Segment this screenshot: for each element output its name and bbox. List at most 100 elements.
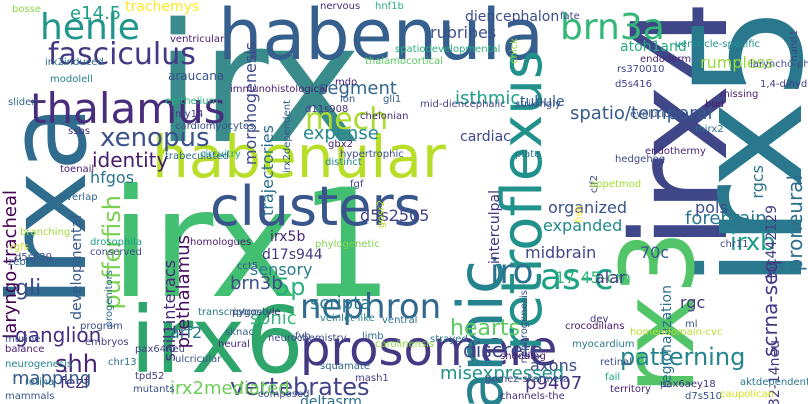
- word-cloud-word: gbx2: [328, 139, 353, 150]
- word-cloud-word: chr11: [720, 239, 749, 250]
- word-cloud-word: appetmod: [590, 179, 642, 190]
- word-cloud-word: xenopus: [100, 123, 210, 153]
- word-cloud-word: conserved: [90, 247, 142, 258]
- word-cloud-word: irx: [155, 0, 362, 180]
- word-cloud-word: arf2: [170, 323, 203, 342]
- word-cloud-word: distinct: [325, 157, 362, 168]
- word-cloud-word: cct5: [237, 261, 259, 272]
- word-cloud-word: d7s510: [685, 391, 723, 402]
- word-cloud-word: crocodilians: [565, 321, 625, 332]
- word-cloud-word: strikingly: [515, 99, 561, 110]
- word-cloud-word: rs370010: [617, 64, 665, 75]
- word-cloud-word: axons: [530, 356, 578, 375]
- word-cloud-word: midbrain: [525, 243, 597, 262]
- word-cloud-word: rgfs: [10, 242, 30, 253]
- word-cloud-word: trachemys: [125, 0, 200, 15]
- word-cloud-word: hypertrophic: [340, 149, 404, 160]
- word-cloud-word: neurogenesis: [5, 359, 73, 370]
- word-cloud-word: gomez-skarmeta: [485, 374, 570, 385]
- word-cloud-word: chelonian: [360, 111, 409, 122]
- word-cloud-word: zebrafish: [8, 257, 54, 268]
- word-cloud-word: as-c: [540, 257, 614, 298]
- word-cloud-word: mutants: [133, 384, 175, 395]
- word-cloud-word: phylogenetic: [315, 239, 380, 250]
- word-cloud-word: expense: [303, 123, 379, 144]
- word-cloud-word: aktdependent: [740, 377, 808, 388]
- word-cloud-word: d11s908: [305, 104, 349, 115]
- word-cloud-word: overlap: [60, 192, 98, 203]
- word-cloud-word: caupolican: [720, 389, 774, 400]
- word-cloud-word: mash1: [355, 373, 389, 384]
- word-cloud-word: murine: [5, 334, 41, 345]
- word-cloud-word: trajectories: [258, 125, 277, 217]
- word-cloud-word: d5s2505: [360, 206, 430, 225]
- word-cloud-word: hnf1b: [375, 1, 404, 12]
- word-cloud-word: misexpressed: [440, 363, 565, 384]
- word-cloud-word: loc442129: [764, 205, 780, 279]
- word-cloud-word: laryncho-pharyncheal: [750, 59, 808, 70]
- word-cloud-word: myocardium: [572, 339, 635, 350]
- word-cloud-word: chr13: [108, 357, 137, 368]
- word-cloud-word: d5s630: [15, 252, 53, 263]
- word-cloud-word: neurochemistry: [268, 333, 347, 344]
- word-cloud-word: trabeculated: [165, 151, 229, 162]
- word-cloud-word: pols: [695, 198, 728, 217]
- word-cloud-word: shh: [55, 350, 98, 378]
- word-cloud-word: territory: [610, 384, 651, 395]
- word-cloud-word: 5p: [275, 273, 306, 301]
- word-cloud-word: ventral: [382, 315, 418, 326]
- word-cloud-word: interculpal: [487, 190, 503, 265]
- word-cloud-word: proneural: [783, 175, 807, 272]
- word-cloud-word: mid-diencephalic: [420, 99, 506, 110]
- word-cloud-word: thalamocortical: [365, 56, 443, 67]
- word-cloud-word: veinlet-like: [320, 313, 375, 324]
- word-cloud-word: chick: [509, 38, 520, 64]
- word-cloud-word: irx1: [110, 158, 394, 332]
- word-cloud-word: iro: [490, 252, 534, 292]
- word-cloud-word: gli: [15, 276, 42, 301]
- word-cloud-word: sonic: [250, 308, 297, 329]
- word-cloud-word: hfgos: [90, 168, 135, 187]
- word-cloud-word: mapping: [12, 368, 92, 389]
- word-cloud-word: retina: [25, 377, 55, 388]
- word-cloud-word: cardiac: [460, 129, 511, 145]
- word-cloud-word: slider: [8, 97, 36, 108]
- word-cloud-word: epithelium: [165, 96, 219, 107]
- word-cloud-word: sensory: [250, 260, 313, 279]
- word-cloud-word: immunohistological: [230, 84, 328, 95]
- word-cloud-word: endothermy: [645, 146, 706, 157]
- word-cloud-word: hand1: [789, 30, 800, 62]
- word-cloud-word: homeodomain-cvc: [630, 327, 723, 338]
- word-cloud-word: toenail: [60, 164, 95, 175]
- word-cloud-word: brn3a: [560, 7, 665, 48]
- word-cloud-word: tubule: [520, 94, 565, 110]
- word-cloud-word: gli1: [383, 94, 402, 105]
- word-cloud-word: squamate: [320, 361, 370, 372]
- word-cloud-word: missing: [720, 89, 759, 100]
- word-cloud-word: composed: [258, 389, 310, 400]
- word-cloud-word: mirx2: [695, 124, 724, 135]
- word-cloud-word: mammals: [5, 391, 55, 402]
- word-cloud-word: pygostyle: [232, 307, 281, 318]
- word-cloud-word: modolell: [50, 74, 93, 85]
- word-cloud-word: irxb: [730, 228, 776, 256]
- word-cloud-word: program: [80, 321, 123, 332]
- word-cloud-word: irx2dependent: [282, 100, 293, 173]
- word-cloud-word: fgf: [350, 179, 364, 190]
- word-cloud-word: developmental: [69, 215, 85, 320]
- word-cloud-word: balance: [5, 344, 45, 355]
- word-cloud-word: vertebrates: [230, 373, 370, 401]
- word-cloud-word: atoh1and: [620, 39, 687, 55]
- word-cloud-word: sknac: [225, 327, 254, 338]
- word-cloud-word: segment: [318, 78, 397, 99]
- word-cloud-word: transcriptomic: [198, 307, 271, 318]
- word-cloud-word: habenula: [218, 0, 544, 76]
- word-cloud-word: e14.5: [70, 3, 122, 24]
- word-cloud-word: brn3b: [230, 273, 283, 294]
- word-cloud-word: plate: [515, 149, 541, 160]
- word-cloud-word: rubripes: [430, 23, 497, 42]
- word-cloud-word: 1,4-dihydropyridine: [760, 79, 808, 90]
- word-cloud-word: hearts: [450, 316, 521, 341]
- word-cloud-word: scripta: [310, 293, 372, 314]
- word-cloud-word: d17s944: [262, 247, 323, 263]
